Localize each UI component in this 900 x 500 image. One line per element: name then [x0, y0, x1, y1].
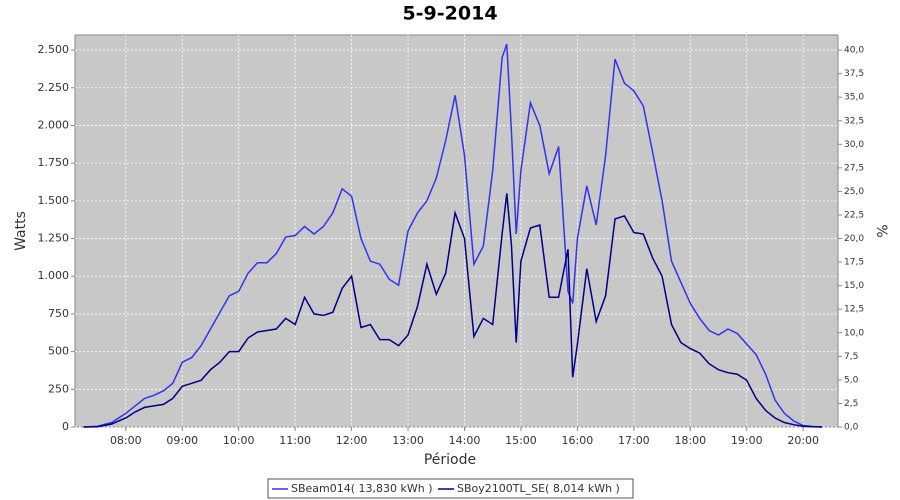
y2-tick-label: 22,5: [844, 210, 864, 220]
x-tick-label: 14:00: [449, 434, 481, 447]
series-line: [83, 193, 823, 428]
y2-tick-label: 17,5: [844, 258, 864, 268]
y-tick-label: 1.500: [38, 194, 70, 207]
y2-tick-label: 20,0: [844, 234, 864, 244]
x-tick-label: 18:00: [674, 434, 706, 447]
y2-tick-label: 0,0: [844, 423, 859, 433]
y-tick-label: 500: [48, 345, 69, 358]
y2-tick-label: 32,5: [844, 116, 864, 126]
x-tick-label: 17:00: [618, 434, 650, 447]
y2-tick-label: 30,0: [844, 140, 864, 150]
y-tick-label: 1.750: [38, 156, 70, 169]
y2-tick-label: 40,0: [844, 46, 864, 56]
y2-tick-label: 25,0: [844, 187, 864, 197]
y2-tick-label: 5,0: [844, 375, 859, 385]
x-tick-label: 08:00: [110, 434, 142, 447]
x-tick-label: 15:00: [505, 434, 537, 447]
x-tick-label: 09:00: [166, 434, 198, 447]
y-tick-label: 2.500: [38, 43, 70, 56]
y-tick-label: 0: [62, 420, 69, 433]
y-tick-label: 1.000: [38, 269, 70, 282]
chart-title: 5-9-2014: [402, 3, 497, 25]
y2-tick-label: 12,5: [844, 305, 864, 315]
y-tick-label: 2.000: [38, 118, 70, 131]
x-tick-label: 11:00: [279, 434, 311, 447]
x-tick-label: 16:00: [562, 434, 594, 447]
y-tick-label: 750: [48, 307, 69, 320]
y2-tick-label: 37,5: [844, 69, 864, 79]
y2-tick-label: 2,5: [844, 399, 858, 409]
series-line: [83, 43, 823, 428]
x-tick-label: 19:00: [731, 434, 763, 447]
x-tick-label: 10:00: [223, 434, 255, 447]
y2-tick-label: 10,0: [844, 328, 864, 338]
y-tick-label: 1.250: [38, 232, 70, 245]
y2-tick-label: 35,0: [844, 93, 864, 103]
y2-tick-label: 7,5: [844, 352, 858, 362]
y2-tick-label: 27,5: [844, 163, 864, 173]
x-tick-label: 20:00: [787, 434, 819, 447]
legend-label: SBoy2100TL_SE( 8,014 kWh ): [457, 482, 620, 495]
y-tick-label: 250: [48, 382, 69, 395]
y2-tick-label: 15,0: [844, 281, 864, 291]
y-tick-label: 2.250: [38, 81, 70, 94]
x-axis-label: Période: [424, 452, 476, 468]
x-tick-label: 13:00: [392, 434, 424, 447]
plot-area: [74, 34, 839, 428]
legend-label: SBeam014( 13,830 kWh ): [291, 482, 433, 495]
y2-axis-label: %: [873, 224, 889, 237]
y-axis-label: Watts: [13, 211, 29, 251]
x-tick-label: 12:00: [336, 434, 368, 447]
